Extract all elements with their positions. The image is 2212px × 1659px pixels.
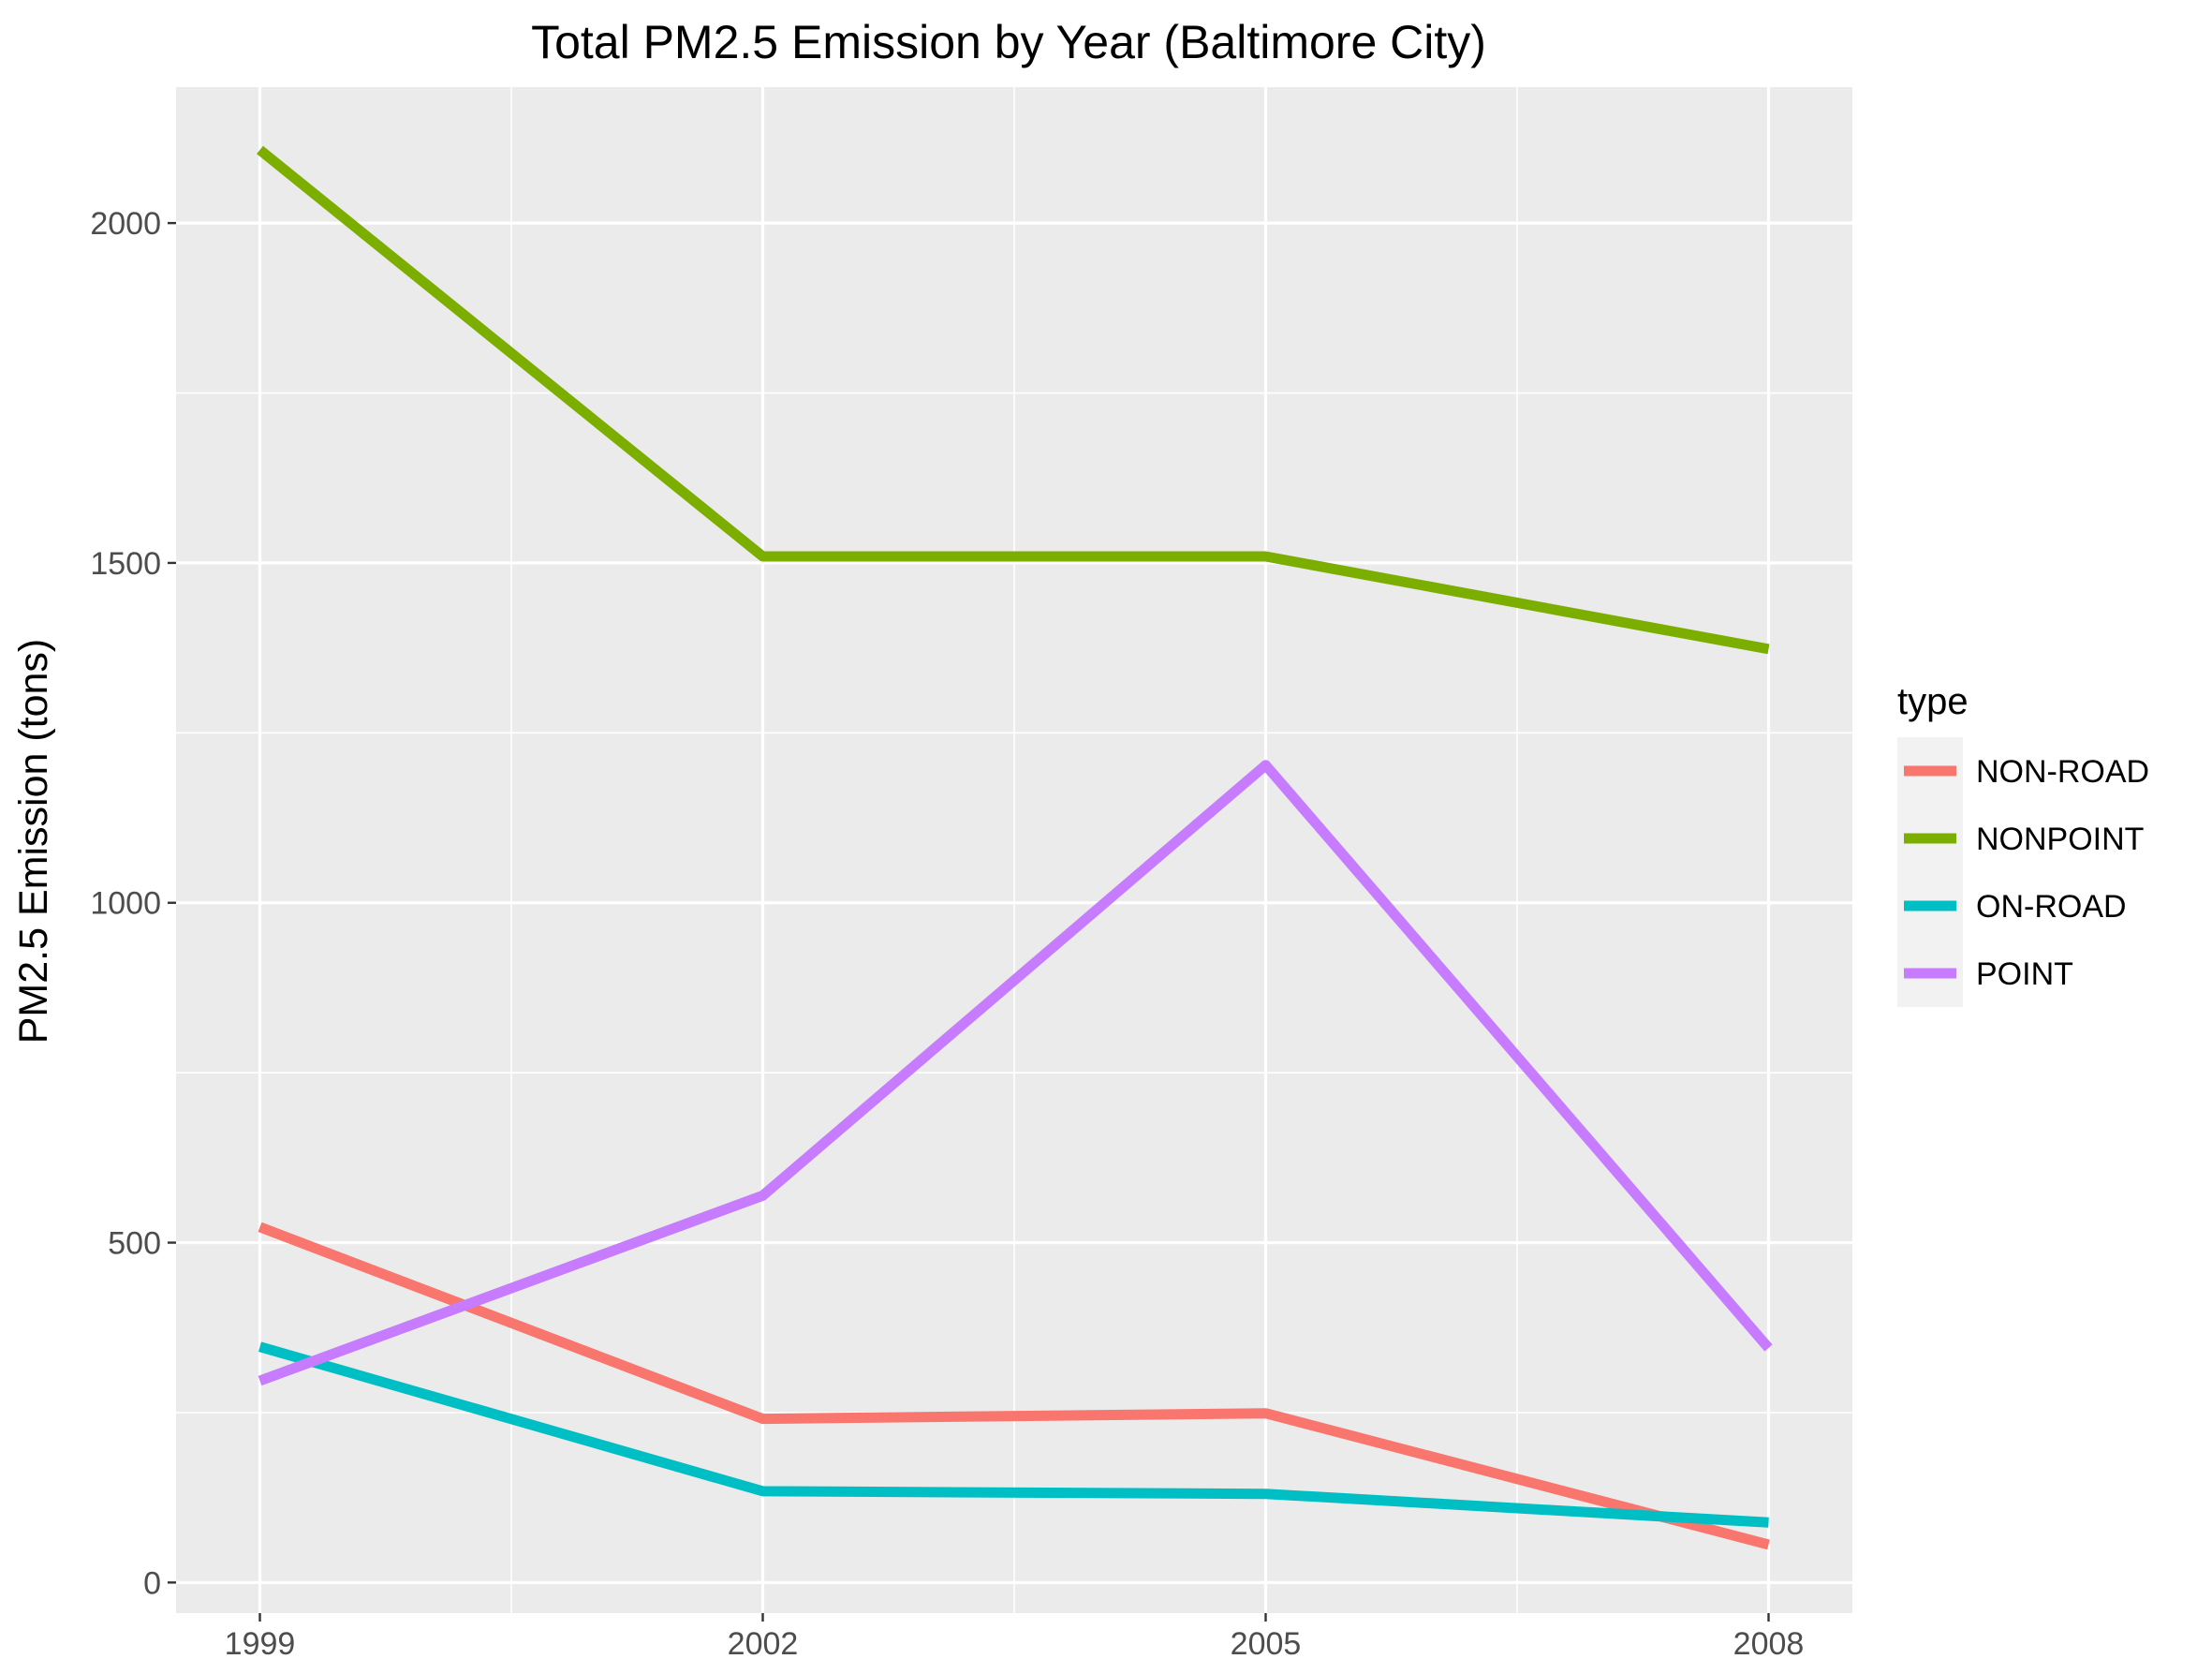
series-line-nonpoint (257, 145, 1770, 655)
series-line-non-road (258, 1222, 1770, 1550)
x-tick-label: 2008 (1733, 1626, 1805, 1659)
series-line-point (258, 760, 1773, 1386)
y-tick-label: 1500 (90, 546, 161, 582)
y-tick-label: 500 (108, 1226, 161, 1262)
plot-area: 0 500 1000 1500 2000 1999 2002 2005 2008 (90, 87, 1852, 1659)
legend-label-point: POINT (1976, 956, 2073, 992)
x-tick-label: 2002 (728, 1626, 799, 1659)
legend: type NON-ROAD NONPOINT ON-ROAD POINT (1897, 681, 2149, 1007)
x-tick-label: 2005 (1231, 1626, 1302, 1659)
series-line-on-road (258, 1341, 1769, 1528)
legend-label-nonpoint: NONPOINT (1976, 822, 2144, 857)
y-tick-label: 2000 (90, 206, 161, 242)
x-tick-label: 1999 (225, 1626, 296, 1659)
y-axis-title: PM2.5 Emission (tons) (11, 639, 56, 1044)
legend-label-on-road: ON-ROAD (1976, 889, 2127, 925)
y-tick-label: 1000 (90, 886, 161, 922)
y-tick-label: 0 (143, 1565, 161, 1601)
legend-label-non-road: NON-ROAD (1976, 754, 2149, 790)
chart-title: Total PM2.5 Emission by Year (Baltimore … (531, 16, 1486, 68)
legend-title: type (1897, 681, 1969, 722)
